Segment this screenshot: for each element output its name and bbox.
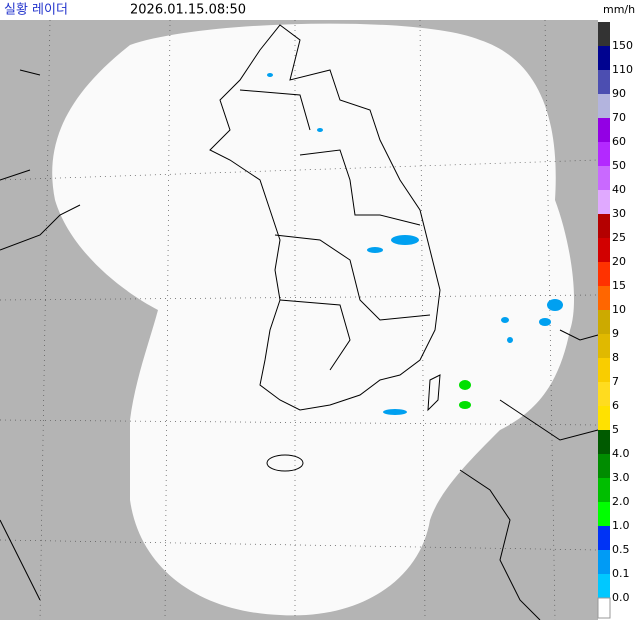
legend-label: 1.0 (612, 519, 630, 532)
legend-label: 15 (612, 279, 626, 292)
legend-swatch (598, 286, 610, 310)
legend-swatch (598, 166, 610, 190)
rain-echo (267, 73, 563, 415)
legend-label: 0.1 (612, 567, 630, 580)
legend-label: 150 (612, 39, 633, 52)
legend-label: 20 (612, 255, 626, 268)
unit: mm/h (603, 3, 635, 16)
legend-swatch (598, 358, 610, 382)
legend-label: 2.0 (612, 495, 630, 508)
legend-swatch (598, 478, 610, 502)
legend-swatch-base (597, 597, 611, 619)
legend-swatch (598, 454, 610, 478)
legend-swatch (598, 118, 610, 142)
legend-swatch (598, 406, 610, 430)
timestamp: 2026.01.15.08:50 (130, 3, 246, 18)
legend-swatch (598, 334, 610, 358)
legend-swatch (598, 502, 610, 526)
legend-label: 0.0 (612, 591, 630, 604)
legend-label: 4.0 (612, 447, 630, 460)
legend-swatch (598, 430, 610, 454)
legend-label: 90 (612, 87, 626, 100)
legend-swatch (598, 310, 610, 334)
legend-swatch (598, 190, 610, 214)
legend-label: 50 (612, 159, 626, 172)
legend-swatch (598, 214, 610, 238)
legend: 150 110 90 70 60 50 40 30 25 20 15 10 9 8 7 6 5 4.0 3.0 2.0… (597, 22, 633, 619)
legend-swatch (598, 382, 610, 406)
legend-swatch (598, 70, 610, 94)
coastline (0, 24, 599, 620)
legend-swatch (598, 22, 610, 46)
title: 실황 레이더 (4, 3, 68, 18)
legend-label: 10 (612, 303, 626, 316)
legend-label: 60 (612, 135, 626, 148)
legend-label: 0.5 (612, 543, 630, 556)
legend-swatch (598, 142, 610, 166)
legend-label: 40 (612, 183, 626, 196)
legend-label: 70 (612, 111, 626, 124)
legend-label: 8 (612, 351, 619, 364)
legend-swatch (598, 94, 610, 118)
legend-swatch (598, 526, 610, 550)
legend-label: 30 (612, 207, 626, 220)
radar-coverage (52, 23, 575, 616)
legend-swatch (598, 238, 610, 262)
legend-swatch (598, 46, 610, 70)
legend-swatch (598, 262, 610, 286)
legend-label: 6 (612, 399, 619, 412)
legend-swatch (598, 550, 610, 574)
legend-label: 9 (612, 327, 619, 340)
legend-label: 7 (612, 375, 619, 388)
legend-swatch (598, 574, 610, 598)
legend-label: 25 (612, 231, 626, 244)
legend-label: 110 (612, 63, 633, 76)
legend-label: 5 (612, 423, 619, 436)
legend-label: 3.0 (612, 471, 630, 484)
